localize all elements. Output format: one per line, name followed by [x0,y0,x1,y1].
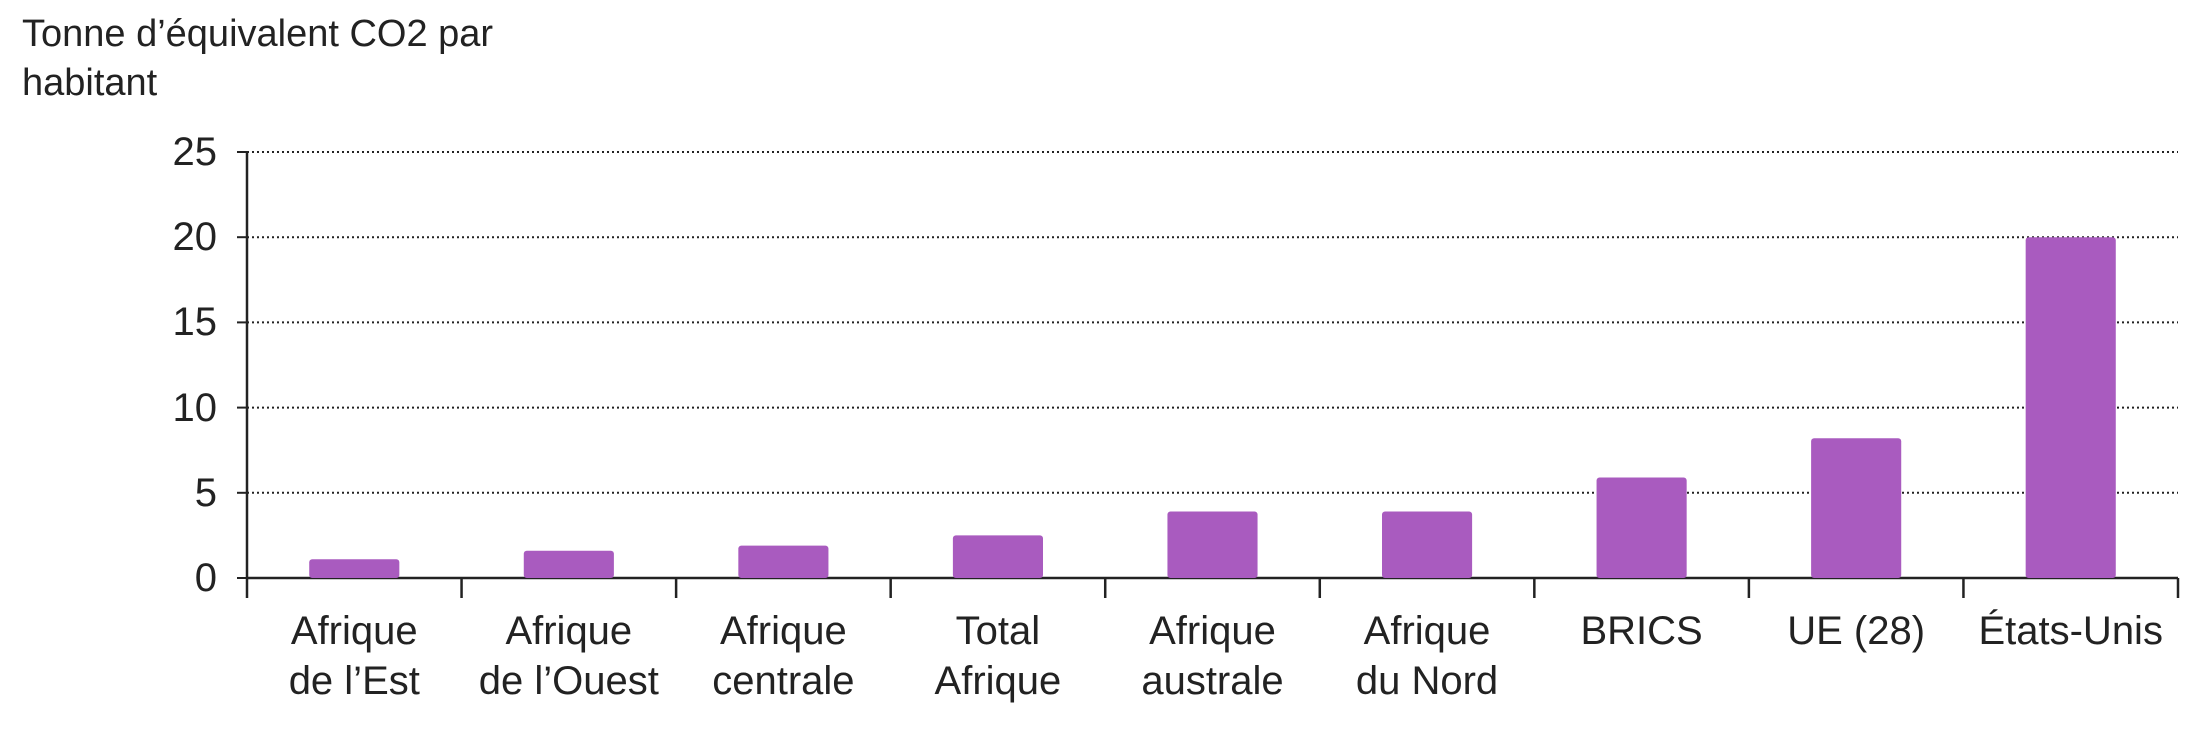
chart-title: Tonne d’équivalent CO2 par habitant [22,13,494,105]
x-tick-label: BRICS [1580,609,1703,653]
x-tick-label: Afrique australe [1141,609,1284,703]
bar [1167,511,1258,578]
x-tick-label: Afrique de l’Ouest [478,609,659,703]
x-tick-label: Afrique de l’Est [288,609,420,703]
y-tick-label: 20 [172,215,218,260]
bar [309,559,400,578]
bar [1811,438,1902,578]
x-tick-label: Total Afrique [934,609,1062,703]
bar [952,535,1044,578]
y-tick-label: 0 [194,556,217,600]
y-tick-label: 5 [194,470,217,515]
x-tick-label: Afrique centrale [712,609,855,703]
bar [1381,511,1473,578]
x-tick-label: UE (28) [1787,609,1926,653]
bar [1596,477,1687,578]
y-tick-label: 25 [172,130,218,174]
bar [523,550,614,578]
y-tick-label: 10 [172,385,218,430]
bar [2025,237,2116,578]
x-tick-label: Afrique du Nord [1355,609,1499,703]
y-tick-label: 15 [172,300,218,345]
bar [738,545,829,578]
x-tick-label: États-Unis [1978,609,2163,653]
